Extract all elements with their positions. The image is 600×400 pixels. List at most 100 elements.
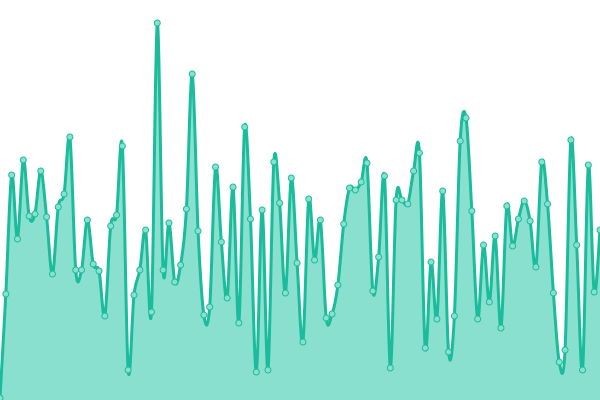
- data-point-20: [113, 211, 121, 219]
- data-point-50: [287, 174, 295, 182]
- data-point-90: [520, 197, 528, 205]
- data-point-101: [584, 161, 592, 169]
- data-point-89: [514, 215, 522, 223]
- data-point-16: [89, 260, 97, 268]
- data-point-81: [468, 207, 476, 215]
- data-point-31: [177, 261, 185, 269]
- data-point-47: [270, 158, 278, 166]
- data-point-96: [555, 358, 563, 366]
- data-point-102: [590, 288, 598, 296]
- data-point-37: [212, 163, 220, 171]
- data-point-25: [142, 226, 150, 234]
- data-point-1: [2, 290, 10, 298]
- data-point-44: [252, 368, 260, 376]
- data-point-85: [491, 232, 499, 240]
- data-point-65: [375, 253, 383, 261]
- data-point-94: [544, 200, 552, 208]
- data-point-60: [346, 184, 354, 192]
- data-point-61: [351, 186, 359, 194]
- data-point-27: [153, 19, 161, 27]
- data-point-69: [398, 196, 406, 204]
- data-point-68: [392, 196, 400, 204]
- data-point-80: [462, 114, 470, 122]
- data-point-83: [479, 241, 487, 249]
- data-point-84: [485, 298, 493, 306]
- data-point-15: [83, 216, 91, 224]
- data-point-59: [340, 220, 348, 228]
- data-point-52: [299, 338, 307, 346]
- data-point-76: [439, 187, 447, 195]
- data-point-66: [380, 172, 388, 180]
- data-point-41: [235, 319, 243, 327]
- data-point-29: [165, 219, 173, 227]
- data-point-9: [48, 270, 56, 278]
- data-point-14: [78, 266, 86, 274]
- data-point-53: [305, 195, 313, 203]
- data-point-6: [31, 210, 39, 218]
- data-point-67: [386, 364, 394, 372]
- data-point-74: [427, 258, 435, 266]
- data-point-72: [415, 149, 423, 157]
- data-point-48: [276, 199, 284, 207]
- data-point-91: [526, 217, 534, 225]
- data-point-24: [136, 266, 144, 274]
- data-point-78: [450, 312, 458, 320]
- data-point-54: [311, 256, 319, 264]
- data-point-86: [497, 324, 505, 332]
- data-point-43: [246, 215, 254, 223]
- data-point-93: [538, 158, 546, 166]
- data-points: [0, 19, 600, 400]
- data-point-92: [532, 263, 540, 271]
- data-point-46: [264, 366, 272, 374]
- data-point-32: [182, 205, 190, 213]
- data-point-88: [509, 242, 517, 250]
- data-point-10: [54, 203, 62, 211]
- data-point-95: [549, 289, 557, 297]
- data-point-97: [561, 346, 569, 354]
- data-point-8: [43, 213, 51, 221]
- data-point-56: [322, 314, 330, 322]
- data-point-75: [433, 315, 441, 323]
- data-point-23: [130, 291, 138, 299]
- data-point-100: [579, 366, 587, 374]
- data-point-40: [229, 183, 237, 191]
- data-point-0: [0, 394, 4, 400]
- data-point-26: [147, 308, 155, 316]
- data-point-39: [223, 294, 231, 302]
- data-point-18: [101, 312, 109, 320]
- data-point-11: [60, 190, 68, 198]
- data-point-13: [72, 266, 80, 274]
- data-point-82: [474, 315, 482, 323]
- data-point-70: [404, 200, 412, 208]
- data-point-34: [194, 227, 202, 235]
- data-point-55: [316, 216, 324, 224]
- data-point-2: [8, 171, 16, 179]
- data-point-38: [217, 238, 225, 246]
- data-point-79: [456, 137, 464, 145]
- data-point-45: [258, 206, 266, 214]
- data-point-12: [66, 133, 74, 141]
- data-point-17: [95, 267, 103, 275]
- data-point-99: [573, 241, 581, 249]
- data-point-51: [293, 259, 301, 267]
- data-point-58: [334, 281, 342, 289]
- data-point-4: [19, 156, 27, 164]
- data-point-36: [206, 303, 214, 311]
- data-point-7: [37, 167, 45, 175]
- data-point-33: [188, 70, 196, 78]
- data-point-28: [159, 266, 167, 274]
- data-point-77: [445, 348, 453, 356]
- data-point-57: [328, 310, 336, 318]
- data-point-63: [363, 159, 371, 167]
- data-point-49: [281, 289, 289, 297]
- data-point-98: [567, 136, 575, 144]
- data-point-30: [171, 278, 179, 286]
- data-point-5: [25, 212, 33, 220]
- data-point-64: [369, 287, 377, 295]
- data-point-42: [241, 123, 249, 131]
- data-point-73: [421, 344, 429, 352]
- data-point-62: [357, 178, 365, 186]
- data-point-71: [410, 167, 418, 175]
- data-point-35: [200, 311, 208, 319]
